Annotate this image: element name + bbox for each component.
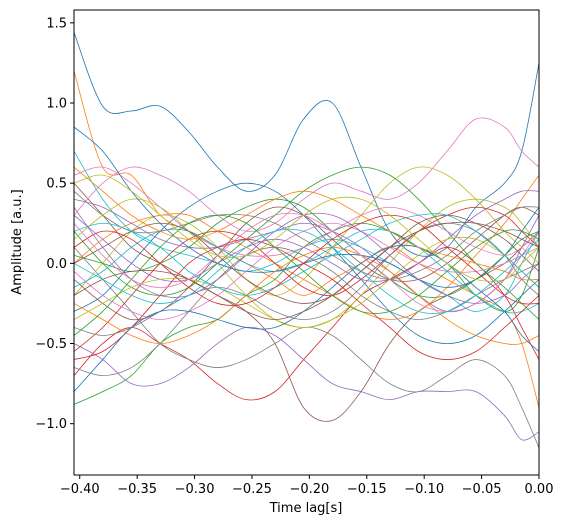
series-line [74,198,539,298]
series-line [74,166,539,296]
series-line [74,214,539,336]
series-layer [74,32,539,448]
series-line [74,174,539,320]
series-line [74,246,539,345]
series-line [74,190,539,280]
series-line [74,244,539,392]
series-line [74,326,539,441]
series-line [74,214,539,306]
series-line [74,174,539,282]
series-line [74,206,539,352]
x-tick-label: −0.25 [232,482,272,497]
series-line [74,198,539,328]
series-line [74,70,539,408]
series-line [74,228,539,314]
x-tick-label: −0.20 [289,482,329,497]
y-tick-label: 0.0 [46,257,67,272]
y-axis-label: Amplitude [a.u.] [10,189,25,294]
x-tick-label: −0.05 [462,482,502,497]
series-line [74,236,539,328]
x-tick-label: −0.35 [117,482,157,497]
series-line [74,221,539,320]
series-line [74,166,539,257]
y-tick-label: −0.5 [35,337,67,352]
plot-frame [73,9,540,476]
series-line [74,150,539,312]
y-tick-label: 1.5 [46,16,67,31]
y-tick-label: 1.0 [46,97,67,112]
x-axis-label: Time lag[s] [269,501,343,516]
series-line [74,190,539,282]
x-tick-label: −0.10 [404,482,444,497]
x-tick-label: −0.15 [347,482,387,497]
series-line [74,117,539,232]
series-line [74,238,539,360]
y-tick-label: 0.5 [46,177,67,192]
x-axis: −0.40 −0.35 −0.30 −0.25 −0.20 −0.15 −0.10 −0.05… [60,475,554,497]
series-line [74,212,539,312]
series-line [74,228,539,314]
series-line [74,182,539,344]
y-tick-label: −1.0 [35,417,67,432]
series-line [74,166,539,281]
y-axis: −1.0 −0.5 0.0 0.5 1.0 1.5 [35,16,74,432]
series-line [74,214,539,304]
series-line [74,213,539,296]
series-line [74,247,539,448]
series-line [74,32,539,257]
x-tick-label: −0.30 [175,482,215,497]
x-tick-label: −0.40 [60,482,100,497]
plot-area [73,9,540,476]
series-line [74,222,539,320]
series-line [74,206,539,304]
series-line [74,166,539,320]
x-tick-label: 0.00 [525,482,554,497]
